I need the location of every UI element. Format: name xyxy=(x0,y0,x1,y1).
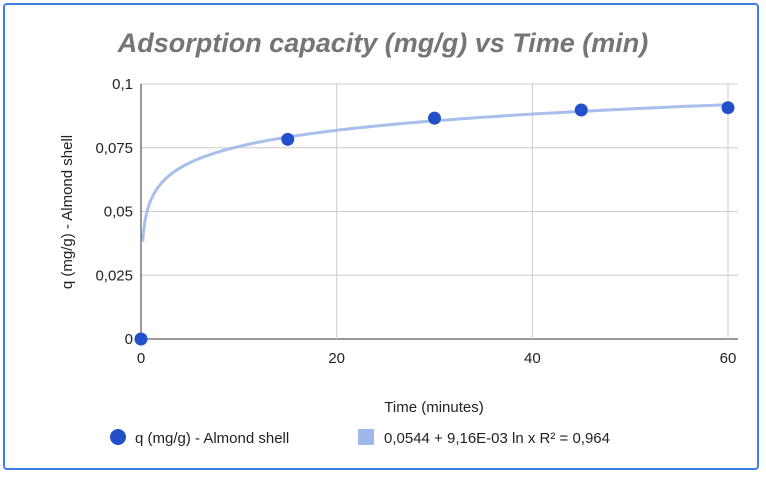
data-point xyxy=(428,111,441,125)
trendline xyxy=(141,103,729,242)
grid xyxy=(140,83,738,340)
x-tick-label: 20 xyxy=(328,350,345,367)
y-axis-label: q (mg/g) - Almond shell xyxy=(59,135,76,289)
y-tick-label: 0,05 xyxy=(104,204,133,221)
chart-title: Adsorption capacity (mg/g) vs Time (min) xyxy=(117,28,649,58)
data-point xyxy=(281,132,295,146)
data-point xyxy=(134,332,148,346)
legend-label-trendline: 0,0544 + 9,16E-03 ln x R² = 0,964 xyxy=(384,430,610,447)
x-tick-label: 60 xyxy=(720,350,737,367)
data-point xyxy=(721,101,735,115)
y-tick-label: 0,025 xyxy=(95,267,133,284)
x-tick-label: 0 xyxy=(137,350,145,367)
x-tick-label: 40 xyxy=(524,350,541,367)
x-axis-label: Time (minutes) xyxy=(384,399,483,416)
y-tick-label: 0 xyxy=(125,331,133,348)
data-points xyxy=(134,101,735,346)
tick-labels: 0 0,025 0,05 0,075 0,1 0 20 40 60 xyxy=(95,76,736,367)
y-tick-label: 0,1 xyxy=(112,76,133,93)
data-point xyxy=(574,103,588,117)
y-tick-label: 0,075 xyxy=(95,140,133,157)
legend-marker-trendline xyxy=(358,429,374,445)
chart-frame xyxy=(3,3,759,470)
legend-label-series: q (mg/g) - Almond shell xyxy=(135,430,289,447)
legend-marker-series xyxy=(110,429,126,445)
